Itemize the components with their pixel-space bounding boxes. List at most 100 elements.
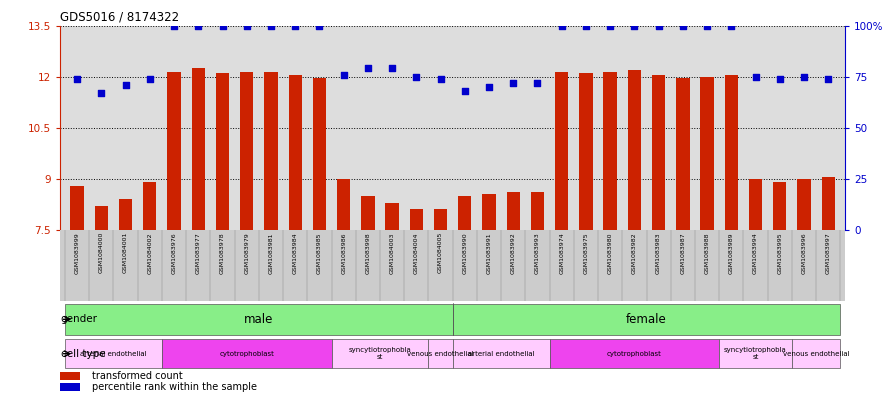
Text: percentile rank within the sample: percentile rank within the sample bbox=[91, 382, 257, 392]
Point bbox=[458, 88, 472, 94]
Point bbox=[821, 75, 835, 82]
Point bbox=[579, 22, 593, 29]
Text: syncytiotrophobla
st: syncytiotrophobla st bbox=[724, 347, 787, 360]
Text: GSM1083980: GSM1083980 bbox=[608, 232, 612, 274]
Point bbox=[240, 22, 254, 29]
Bar bbox=[60, 383, 80, 391]
Point bbox=[142, 75, 157, 82]
Text: gender: gender bbox=[61, 314, 97, 324]
Bar bbox=[192, 68, 205, 230]
Bar bbox=[95, 206, 108, 230]
Bar bbox=[60, 372, 80, 380]
Text: GSM1083987: GSM1083987 bbox=[681, 232, 685, 274]
Text: cytotrophoblast: cytotrophoblast bbox=[607, 351, 662, 357]
Text: GSM1083990: GSM1083990 bbox=[462, 232, 467, 274]
Bar bbox=[720, 339, 792, 368]
Bar bbox=[604, 72, 617, 230]
Point bbox=[385, 65, 399, 72]
Text: GSM1083974: GSM1083974 bbox=[559, 232, 565, 274]
Text: GSM1083976: GSM1083976 bbox=[172, 232, 176, 274]
Point bbox=[749, 73, 763, 80]
Text: GSM1084003: GSM1084003 bbox=[389, 232, 395, 274]
Bar bbox=[337, 179, 350, 230]
Point bbox=[482, 84, 496, 90]
Point bbox=[361, 65, 375, 72]
Text: arterial endothelial: arterial endothelial bbox=[468, 351, 535, 357]
Bar bbox=[65, 304, 453, 335]
Bar bbox=[482, 194, 496, 230]
Text: GSM1083995: GSM1083995 bbox=[777, 232, 782, 274]
Text: cell type: cell type bbox=[61, 349, 105, 359]
Text: GSM1083982: GSM1083982 bbox=[632, 232, 637, 274]
Point bbox=[336, 72, 350, 78]
Bar bbox=[550, 339, 720, 368]
Bar bbox=[240, 72, 253, 230]
Bar bbox=[162, 339, 332, 368]
Text: GSM1083993: GSM1083993 bbox=[535, 232, 540, 274]
Point bbox=[530, 80, 544, 86]
Point bbox=[724, 22, 738, 29]
Bar bbox=[792, 339, 841, 368]
Point bbox=[434, 75, 448, 82]
Text: GSM1084005: GSM1084005 bbox=[438, 232, 443, 274]
Bar bbox=[216, 73, 229, 230]
Bar bbox=[428, 339, 453, 368]
Bar bbox=[821, 177, 835, 230]
Point bbox=[676, 22, 690, 29]
Bar bbox=[797, 179, 811, 230]
Bar bbox=[531, 193, 544, 230]
Bar bbox=[265, 72, 278, 230]
Text: GSM1084000: GSM1084000 bbox=[99, 232, 104, 274]
Point bbox=[191, 22, 205, 29]
Point bbox=[289, 22, 303, 29]
Bar bbox=[453, 304, 841, 335]
Bar bbox=[773, 182, 787, 230]
Point bbox=[506, 80, 520, 86]
Bar bbox=[410, 209, 423, 230]
Bar bbox=[119, 199, 132, 230]
Text: GSM1084001: GSM1084001 bbox=[123, 232, 128, 274]
Bar bbox=[580, 73, 593, 230]
Point bbox=[796, 73, 811, 80]
Bar bbox=[676, 78, 689, 230]
Point bbox=[555, 22, 569, 29]
Text: GSM1083984: GSM1083984 bbox=[293, 232, 297, 274]
Bar bbox=[725, 75, 738, 230]
Point bbox=[70, 75, 84, 82]
Bar bbox=[458, 196, 472, 230]
Point bbox=[95, 90, 109, 96]
Text: GSM1083997: GSM1083997 bbox=[826, 232, 831, 274]
Text: GSM1083981: GSM1083981 bbox=[268, 232, 273, 274]
Bar bbox=[143, 182, 157, 230]
Text: GSM1083999: GSM1083999 bbox=[74, 232, 80, 274]
Text: syncytiotrophobla
st: syncytiotrophobla st bbox=[349, 347, 412, 360]
Bar bbox=[700, 77, 713, 230]
Text: GSM1083977: GSM1083977 bbox=[196, 232, 201, 274]
Bar bbox=[71, 185, 84, 230]
Text: transformed count: transformed count bbox=[91, 371, 182, 381]
Point bbox=[773, 75, 787, 82]
Text: GSM1083978: GSM1083978 bbox=[220, 232, 225, 274]
Text: GSM1083998: GSM1083998 bbox=[366, 232, 371, 274]
Text: female: female bbox=[626, 313, 667, 326]
Bar bbox=[627, 70, 641, 230]
Text: cytotrophoblast: cytotrophoblast bbox=[219, 351, 274, 357]
Point bbox=[409, 73, 423, 80]
Point bbox=[312, 22, 327, 29]
Text: GSM1083996: GSM1083996 bbox=[802, 232, 806, 274]
Bar bbox=[386, 203, 399, 230]
Point bbox=[119, 82, 133, 88]
Point bbox=[264, 22, 278, 29]
Text: GSM1083975: GSM1083975 bbox=[583, 232, 589, 274]
Text: GSM1083985: GSM1083985 bbox=[317, 232, 322, 274]
Bar bbox=[453, 339, 550, 368]
Bar bbox=[167, 72, 181, 230]
Bar bbox=[555, 72, 568, 230]
Bar bbox=[65, 339, 162, 368]
Bar bbox=[332, 339, 428, 368]
Bar bbox=[749, 179, 762, 230]
Bar bbox=[652, 75, 666, 230]
Text: GSM1084002: GSM1084002 bbox=[147, 232, 152, 274]
Bar bbox=[506, 193, 519, 230]
Text: venous endothelial: venous endothelial bbox=[407, 351, 473, 357]
